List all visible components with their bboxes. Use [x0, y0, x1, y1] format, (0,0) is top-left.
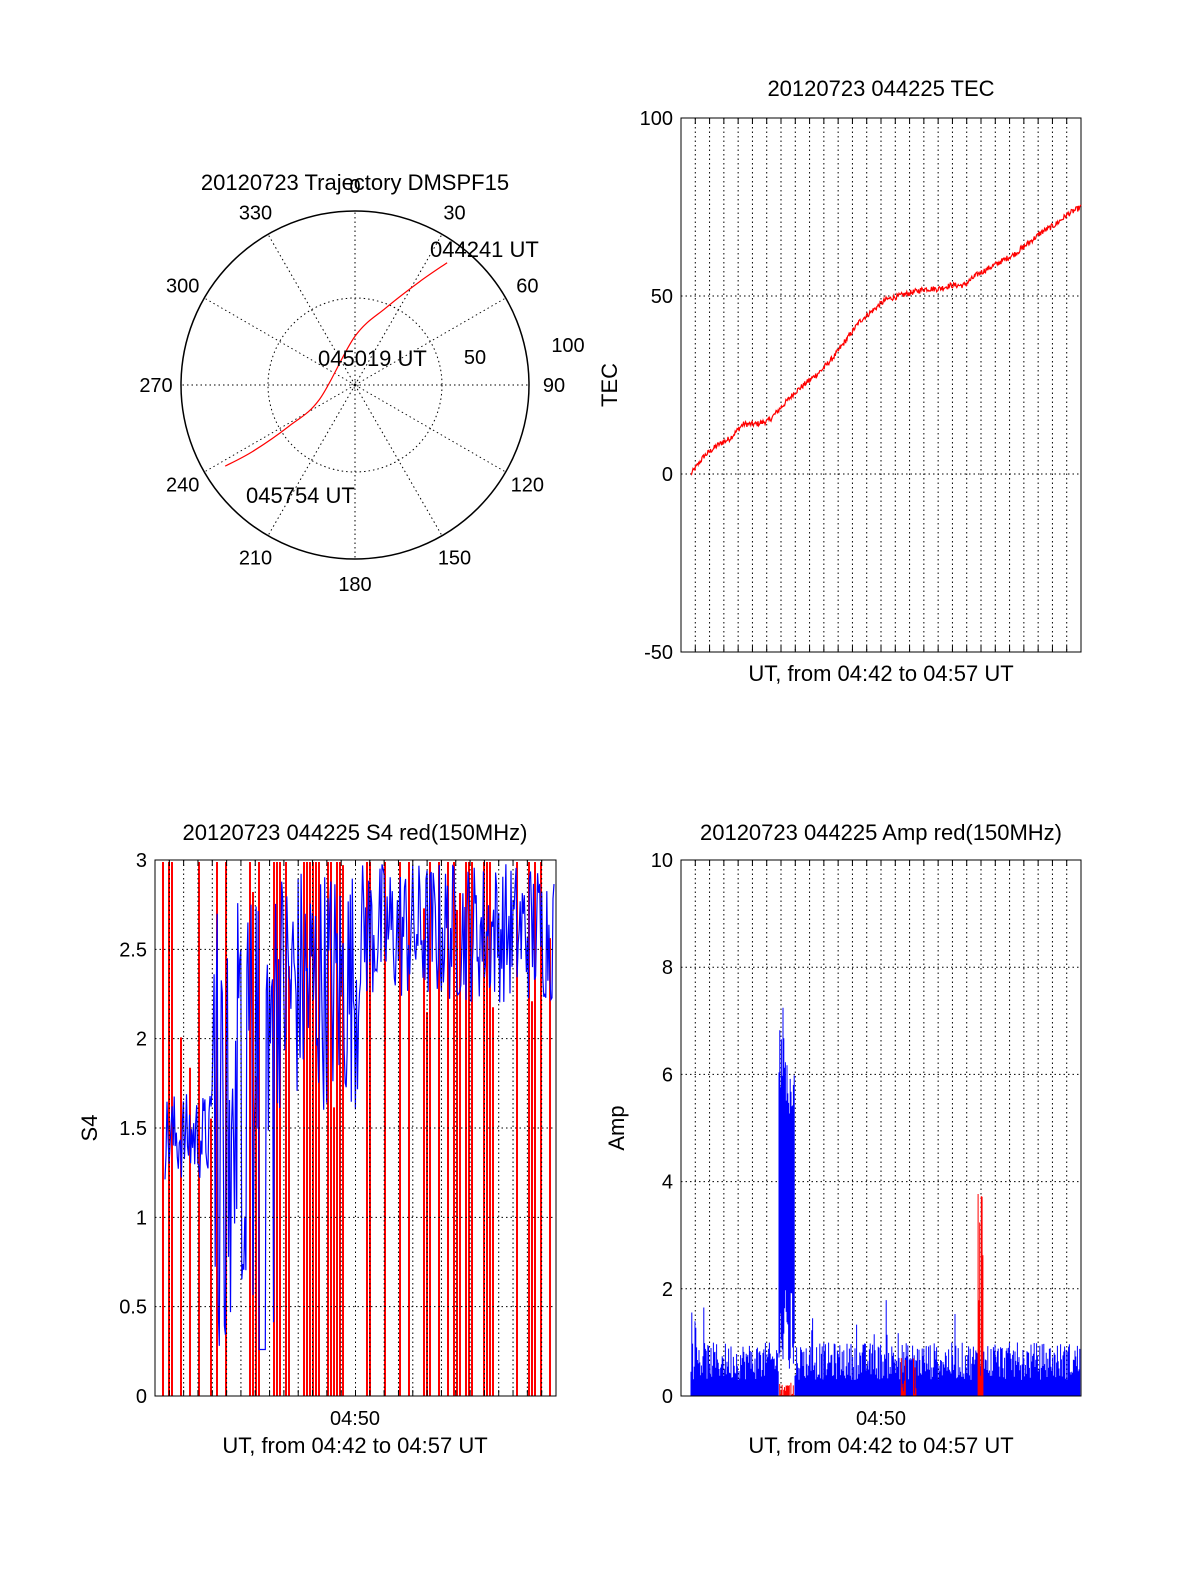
- tec-x-label: UT, from 04:42 to 04:57 UT: [748, 661, 1013, 686]
- y-tick-label-0: 0: [136, 1386, 147, 1408]
- y-tick-label-0: 0: [662, 1386, 673, 1408]
- polar-annotation-start: 044241 UT: [430, 237, 539, 262]
- polar-spoke-240: [204, 384, 356, 473]
- s4-chart: 20120723 044225 S4 red(150MHz) 0 0.5 1 1.5 2…: [77, 820, 557, 1458]
- s4-plot-frame: [154, 859, 557, 1397]
- amp-y-label: Amp: [604, 1105, 629, 1150]
- polar-spoke-210: [267, 384, 356, 536]
- y-tick-label-100: 100: [640, 108, 673, 130]
- y-tick-label-2.5: 2.5: [119, 939, 147, 961]
- s4-grid: [155, 860, 556, 1396]
- tec-y-label: TEC: [597, 363, 622, 407]
- polar-azimuth-label-180: 180: [338, 574, 371, 596]
- tec-title: 20120723 044225 TEC: [767, 76, 994, 101]
- polar-azimuth-label-240: 240: [166, 475, 199, 497]
- amp-title: 20120723 044225 Amp red(150MHz): [700, 820, 1062, 845]
- polar-outer-circle: [180, 210, 530, 560]
- y-tick-label-0.5: 0.5: [119, 1297, 147, 1319]
- polar-azimuth-labels: 0 30 60 90 120 150 180 210 240 270 300 330: [139, 176, 565, 596]
- tec-y-ticks: -50 0 50 100: [640, 108, 673, 664]
- tec-grid: [681, 118, 1081, 652]
- polar-trajectory-line: [224, 262, 448, 467]
- tec-series-line: [690, 204, 1082, 476]
- y-tick-label-2: 2: [662, 1279, 673, 1301]
- s4-title: 20120723 044225 S4 red(150MHz): [183, 820, 528, 845]
- polar-azimuth-label-0: 0: [349, 176, 360, 198]
- polar-annotation-mid: 045019 UT: [318, 346, 427, 371]
- y-tick-label-1.5: 1.5: [119, 1118, 147, 1140]
- y-tick-label-3: 3: [136, 850, 147, 872]
- y-tick-label-2: 2: [136, 1029, 147, 1051]
- polar-spokes: [181, 211, 529, 559]
- polar-azimuth-label-60: 60: [516, 276, 538, 298]
- polar-annotation-end: 045754 UT: [246, 483, 355, 508]
- amp-grid: [681, 860, 1081, 1396]
- polar-spoke-330: [267, 234, 356, 386]
- y-tick-label-6: 6: [662, 1064, 673, 1086]
- amp-plot-frame: [680, 859, 1082, 1397]
- y-tick-label-50: 50: [651, 286, 673, 308]
- polar-chart: 20120723 Trajectory DMSPF15 0 30 60 90 120 15…: [139, 170, 584, 596]
- s4-y-ticks: 0 0.5 1 1.5 2 2.5 3: [119, 850, 147, 1408]
- polar-azimuth-label-120: 120: [511, 475, 544, 497]
- polar-azimuth-label-90: 90: [543, 375, 565, 397]
- polar-azimuth-label-210: 210: [239, 547, 272, 569]
- polar-azimuth-label-150: 150: [438, 547, 471, 569]
- s4-blue-series: [164, 864, 555, 1351]
- polar-azimuth-label-300: 300: [166, 276, 199, 298]
- y-tick-label-4: 4: [662, 1172, 673, 1194]
- polar-azimuth-label-30: 30: [443, 203, 465, 225]
- amp-x-tick-0450: 04:50: [856, 1408, 906, 1430]
- polar-spoke-30: [354, 234, 443, 386]
- s4-red-series: [162, 862, 551, 1396]
- y-tick-label-0: 0: [662, 464, 673, 486]
- s4-x-label: UT, from 04:42 to 04:57 UT: [222, 1433, 487, 1458]
- polar-title: 20120723 Trajectory DMSPF15: [201, 170, 509, 195]
- polar-azimuth-label-330: 330: [239, 203, 272, 225]
- amp-chart: 20120723 044225 Amp red(150MHz) 0246810 …: [604, 820, 1082, 1458]
- tec-chart: 20120723 044225 TEC -50 0 50 100 UT, from 0…: [597, 76, 1082, 686]
- polar-radius-label-100: 100: [551, 335, 584, 357]
- polar-center: [351, 381, 359, 389]
- polar-radius-label-50: 50: [464, 347, 486, 369]
- amp-x-label: UT, from 04:42 to 04:57 UT: [748, 1433, 1013, 1458]
- polar-spoke-120: [354, 384, 506, 473]
- y-tick-label-1: 1: [136, 1207, 147, 1229]
- y-tick-label-8: 8: [662, 957, 673, 979]
- polar-azimuth-label-270: 270: [139, 375, 172, 397]
- amp-blue-series: [690, 1007, 1081, 1396]
- polar-spoke-150: [354, 384, 443, 536]
- amp-y-ticks: 0 2 4 6 8 10: [651, 850, 673, 1408]
- s4-y-label: S4: [77, 1115, 102, 1142]
- polar-spoke-300: [204, 297, 356, 386]
- s4-x-tick-0450: 04:50: [330, 1408, 380, 1430]
- y-tick-label-10: 10: [651, 850, 673, 872]
- y-tick-label--50: -50: [644, 642, 673, 664]
- polar-spoke-60: [354, 297, 506, 386]
